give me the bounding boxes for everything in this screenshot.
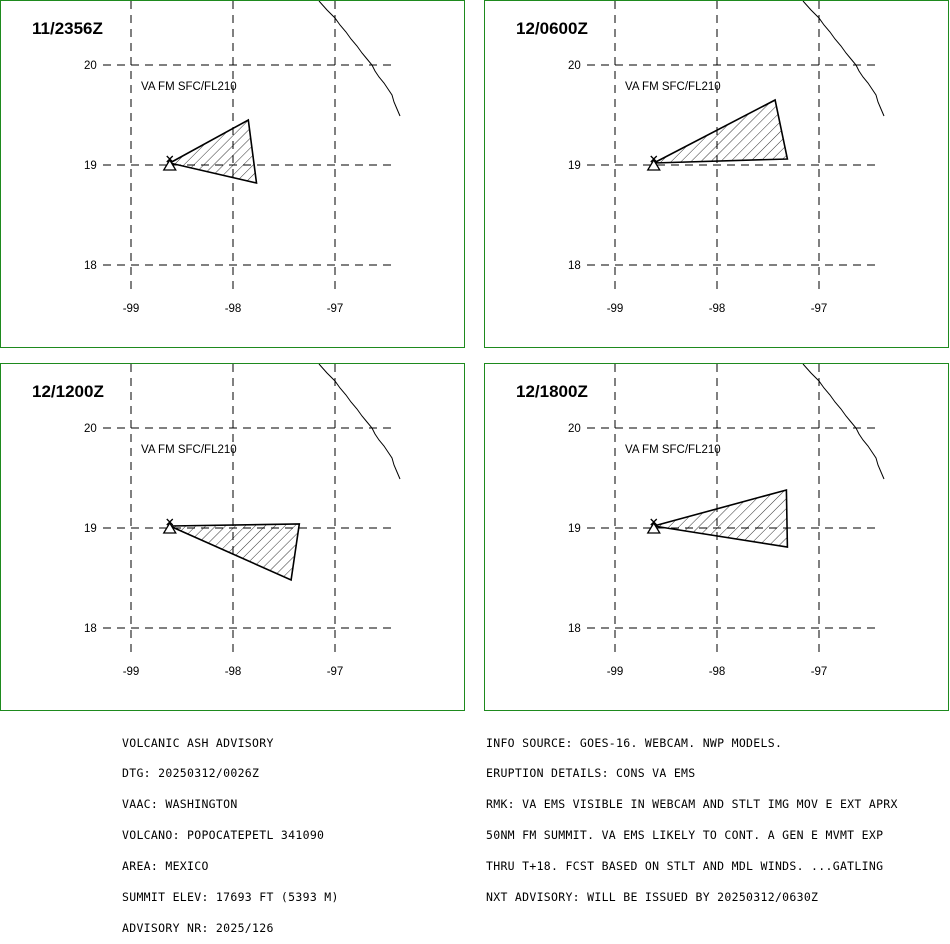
latitude-tick-label: 19 bbox=[84, 160, 97, 172]
panel-time-title: 12/0600Z bbox=[516, 19, 588, 38]
advisory-line: RMK: VA EMS VISIBLE IN WEBCAM AND STLT I… bbox=[486, 797, 898, 812]
ash-cloud-polygon bbox=[169, 523, 301, 582]
panel-time-title: 12/1800Z bbox=[516, 382, 588, 401]
longitude-tick-label: -99 bbox=[123, 666, 140, 678]
longitude-tick-label: -99 bbox=[607, 666, 624, 678]
eruption-mark-icon bbox=[650, 518, 658, 526]
map-canvas-1: VA FM SFC/FL210 20 19 18 -99 -98 -97 bbox=[84, 1, 401, 315]
latitude-tick-label: 18 bbox=[568, 623, 581, 635]
coastline bbox=[318, 364, 401, 480]
longitude-tick-label: -98 bbox=[709, 666, 726, 678]
volcano-icon bbox=[162, 521, 177, 534]
longitude-tick-label: -98 bbox=[225, 303, 242, 315]
panel-time-title: 12/1200Z bbox=[32, 382, 104, 401]
coastline bbox=[318, 1, 401, 117]
map-canvas-4: VA FM SFC/FL210 20 19 18 -99 -98 -97 bbox=[568, 364, 885, 678]
advisory-line: ADVISORY NR: 2025/126 bbox=[122, 920, 274, 935]
eruption-mark-icon bbox=[166, 518, 174, 526]
eruption-mark-icon bbox=[650, 155, 658, 163]
longitude-tick-label: -98 bbox=[225, 666, 242, 678]
coastline bbox=[802, 1, 885, 117]
latitude-tick-label: 19 bbox=[84, 523, 97, 535]
map-panel-2: VA FM SFC/FL210 20 19 18 -99 -98 -97 12/0600Z bbox=[484, 0, 949, 348]
advisory-line: INFO SOURCE: GOES-16. WEBCAM. NWP MODELS… bbox=[486, 735, 783, 750]
advisory-line: NXT ADVISORY: WILL BE ISSUED BY 20250312… bbox=[486, 890, 819, 905]
longitude-tick-label: -97 bbox=[327, 303, 344, 315]
map-canvas-2: VA FM SFC/FL210 20 19 18 -99 -98 -97 bbox=[568, 1, 885, 315]
advisory-line: ERUPTION DETAILS: CONS VA EMS bbox=[486, 766, 696, 781]
latitude-tick-label: 18 bbox=[568, 260, 581, 272]
map-canvas-3: VA FM SFC/FL210 20 19 18 -99 -98 -97 bbox=[84, 364, 401, 678]
advisory-line: VOLCANO: POPOCATEPETL 341090 bbox=[122, 828, 325, 843]
panel-time-title: 11/2356Z bbox=[32, 19, 103, 38]
advisory-line: 50NM FM SUMMIT. VA EMS LIKELY TO CONT. A… bbox=[486, 828, 884, 843]
advisory-line: THRU T+18. FCST BASED ON STLT AND MDL WI… bbox=[486, 859, 884, 874]
advisory-info-left: VOLCANIC ASH ADVISORY DTG: 20250312/0026… bbox=[122, 717, 339, 944]
latitude-tick-label: 20 bbox=[568, 423, 581, 435]
volcano-icon bbox=[162, 158, 177, 171]
advisory-line: DTG: 20250312/0026Z bbox=[122, 766, 260, 781]
latitude-tick-label: 18 bbox=[84, 623, 97, 635]
advisory-line: VOLCANIC ASH ADVISORY bbox=[122, 735, 274, 750]
ash-cloud-polygon bbox=[653, 98, 789, 164]
map-panel-3: VA FM SFC/FL210 20 19 18 -99 -98 -97 12/1200Z bbox=[0, 363, 465, 711]
latitude-tick-label: 19 bbox=[568, 160, 581, 172]
altitude-range-label: VA FM SFC/FL210 bbox=[625, 81, 721, 93]
map-panel-1: VA FM SFC/FL210 20 19 18 -99 -98 -97 11/2356Z bbox=[0, 0, 465, 348]
altitude-range-label: VA FM SFC/FL210 bbox=[141, 444, 237, 456]
longitude-tick-label: -98 bbox=[709, 303, 726, 315]
latitude-tick-label: 19 bbox=[568, 523, 581, 535]
latitude-tick-label: 18 bbox=[84, 260, 97, 272]
longitude-tick-label: -97 bbox=[327, 666, 344, 678]
eruption-mark-icon bbox=[166, 155, 174, 163]
longitude-tick-label: -99 bbox=[123, 303, 140, 315]
map-panel-4: VA FM SFC/FL210 20 19 18 -99 -98 -97 12/1800Z bbox=[484, 363, 949, 711]
ash-cloud-polygon bbox=[653, 488, 789, 548]
advisory-line: AREA: MEXICO bbox=[122, 859, 209, 874]
coastline bbox=[802, 364, 885, 480]
volcano-icon bbox=[646, 158, 661, 171]
latitude-tick-label: 20 bbox=[84, 60, 97, 72]
longitude-tick-label: -99 bbox=[607, 303, 624, 315]
ash-cloud-polygon bbox=[167, 118, 258, 185]
altitude-range-label: VA FM SFC/FL210 bbox=[141, 81, 237, 93]
advisory-info-right: INFO SOURCE: GOES-16. WEBCAM. NWP MODELS… bbox=[486, 717, 898, 913]
latitude-tick-label: 20 bbox=[568, 60, 581, 72]
latitude-tick-label: 20 bbox=[84, 423, 97, 435]
advisory-line: SUMMIT ELEV: 17693 FT (5393 M) bbox=[122, 890, 339, 905]
volcano-icon bbox=[646, 521, 661, 534]
longitude-tick-label: -97 bbox=[811, 666, 828, 678]
advisory-line: VAAC: WASHINGTON bbox=[122, 797, 238, 812]
altitude-range-label: VA FM SFC/FL210 bbox=[625, 444, 721, 456]
longitude-tick-label: -97 bbox=[811, 303, 828, 315]
